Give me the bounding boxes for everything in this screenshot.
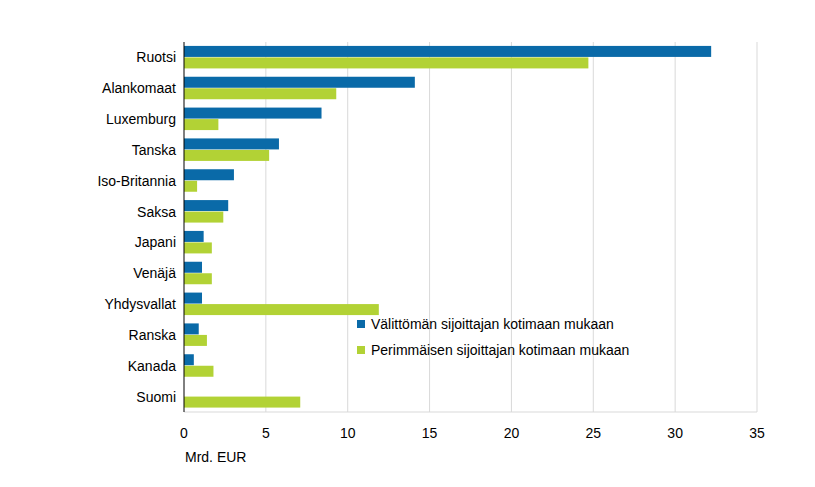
bar xyxy=(184,138,279,149)
bar xyxy=(184,242,212,253)
bar xyxy=(184,46,711,57)
bar xyxy=(184,150,269,161)
category-label: Venäjä xyxy=(133,265,176,281)
category-label: Yhdysvallat xyxy=(104,296,176,312)
legend-label: Perimmäisen sijoittajan kotimaan mukaan xyxy=(371,342,629,358)
category-label: Suomi xyxy=(136,389,176,405)
bar xyxy=(184,366,213,377)
bar xyxy=(184,200,228,211)
category-label: Alankomaat xyxy=(102,80,176,96)
tick-label: 15 xyxy=(422,425,438,441)
tick-label: 0 xyxy=(180,425,188,441)
tick-label: 5 xyxy=(262,425,270,441)
legend-label: Välittömän sijoittajan kotimaan mukaan xyxy=(371,316,614,332)
bar xyxy=(184,304,379,315)
tick-label: 25 xyxy=(585,425,601,441)
category-label: Saksa xyxy=(137,204,176,220)
bar xyxy=(184,354,194,365)
tick-label: 10 xyxy=(340,425,356,441)
bar xyxy=(184,181,197,192)
grid-line xyxy=(347,42,348,412)
legend: Välittömän sijoittajan kotimaan mukaan Pe… xyxy=(357,316,629,358)
legend-swatch xyxy=(357,320,365,328)
tick-label: 20 xyxy=(504,425,520,441)
bar xyxy=(184,77,415,88)
bar xyxy=(184,57,588,68)
bar xyxy=(184,169,234,180)
chart: 0 5 10 15 20 25 30 35 Ruotsi Alankomaat Luxemburg T… xyxy=(0,0,815,487)
bar xyxy=(184,108,322,119)
category-label: Ruotsi xyxy=(136,49,176,65)
axis-line xyxy=(184,412,757,413)
axis-label: Mrd. EUR xyxy=(185,449,246,465)
bar xyxy=(184,335,207,346)
bar xyxy=(184,397,300,408)
category-label: Iso-Britannia xyxy=(97,173,176,189)
category-label: Kanada xyxy=(128,358,176,374)
tick-label: 35 xyxy=(749,425,765,441)
tick-label: 30 xyxy=(667,425,683,441)
bar xyxy=(184,273,212,284)
bar xyxy=(184,88,336,99)
grid-line xyxy=(757,42,758,412)
grid-line xyxy=(675,42,676,412)
bars xyxy=(184,46,711,408)
bar xyxy=(184,323,199,334)
category-label: Japani xyxy=(135,234,176,250)
bar xyxy=(184,212,223,223)
bar xyxy=(184,293,202,304)
legend-swatch xyxy=(357,346,365,354)
category-label: Luxemburg xyxy=(106,111,176,127)
bar xyxy=(184,262,202,273)
category-label: Ranska xyxy=(129,327,177,343)
bar xyxy=(184,231,204,242)
category-axis xyxy=(184,42,185,412)
category-label: Tanska xyxy=(132,142,177,158)
bar xyxy=(184,119,218,130)
